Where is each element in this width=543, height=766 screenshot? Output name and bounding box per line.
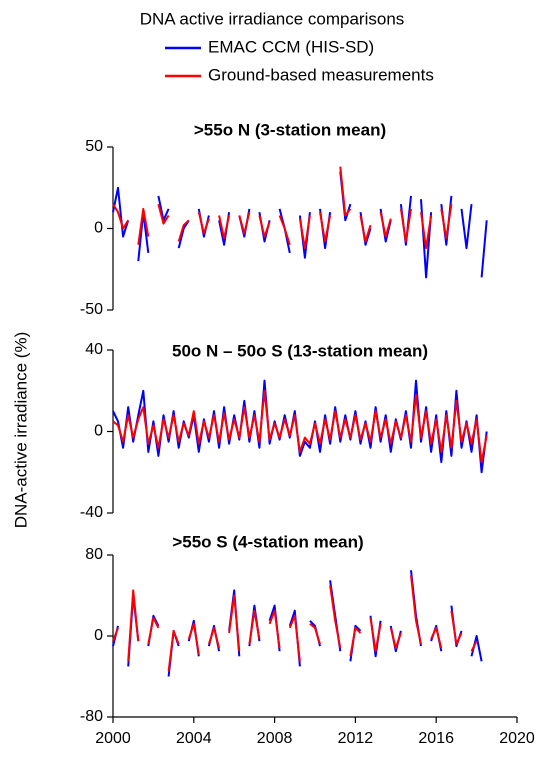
y-tick-label: -50 [80, 301, 103, 318]
legend-label: Ground-based measurements [208, 65, 434, 84]
series-line [112, 166, 453, 250]
x-tick-label: 2000 [95, 730, 131, 747]
y-axis-label: DNA-active irradiance (%) [11, 332, 30, 529]
y-tick-label: 0 [94, 220, 103, 237]
x-tick-label: 2008 [257, 730, 293, 747]
series-line [112, 570, 483, 677]
panel-title: >55o N (3-station mean) [194, 120, 386, 139]
y-tick-label: -40 [80, 504, 103, 521]
x-tick-label: 2016 [418, 730, 454, 747]
x-tick-label: 2012 [338, 730, 374, 747]
figure-title: DNA active irradiance comparisons [140, 9, 405, 28]
series-line [112, 379, 488, 474]
x-tick-label: 2004 [176, 730, 212, 747]
x-tick-label: 2020 [499, 730, 535, 747]
panel-title: 50o N – 50o S (13-station mean) [172, 341, 428, 360]
y-tick-label: -80 [80, 708, 103, 725]
y-tick-label: 50 [85, 138, 103, 155]
y-tick-label: 40 [85, 341, 103, 358]
y-tick-label: 0 [94, 627, 103, 644]
y-tick-label: 0 [94, 423, 103, 440]
legend-label: EMAC CCM (HIS-SD) [208, 37, 374, 56]
panel-title: >55o S (4-station mean) [172, 532, 363, 551]
series-line [112, 389, 488, 464]
y-tick-label: 80 [85, 546, 103, 563]
series-line [112, 575, 478, 672]
